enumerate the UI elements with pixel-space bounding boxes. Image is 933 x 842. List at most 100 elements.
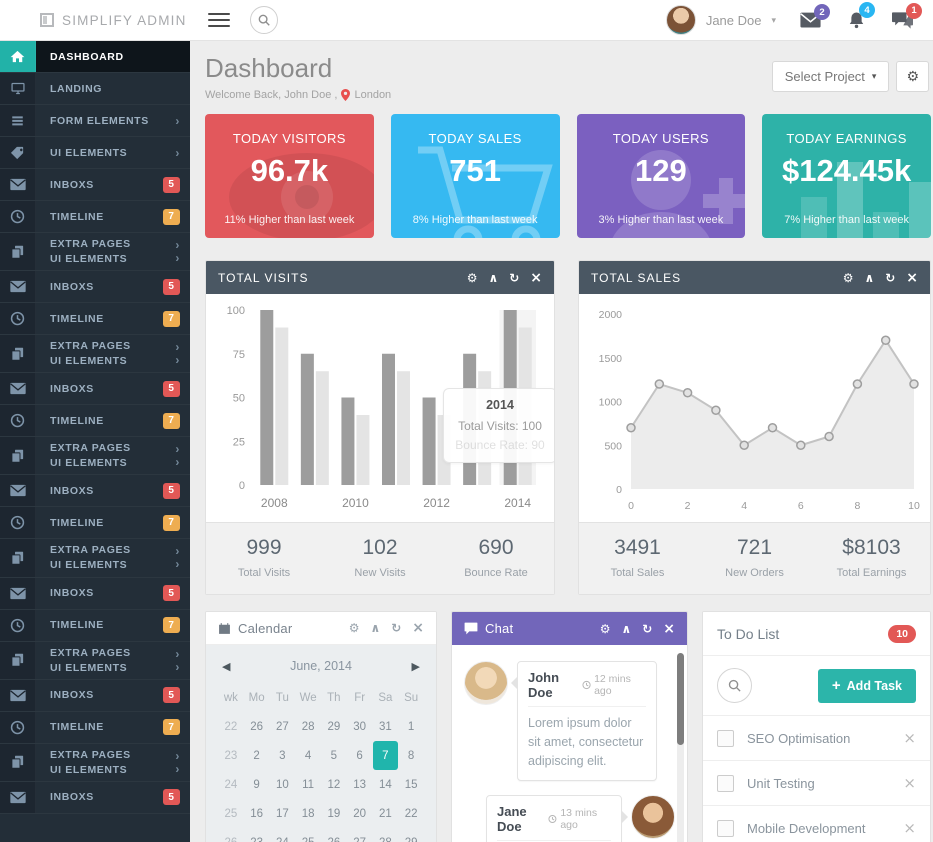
sidebar-item-timeline[interactable]: TIMELINE 7 (0, 303, 190, 336)
sidebar-item-label2: UI ELEMENTS (50, 457, 128, 470)
todo-checkbox[interactable] (717, 729, 734, 747)
sidebar-item-dashboard[interactable]: DASHBOARD (0, 41, 190, 73)
calendar-day[interactable]: 10 (275, 778, 289, 791)
sidebar-item-inboxs[interactable]: INBOXS 5 (0, 781, 190, 814)
svg-text:10: 10 (908, 500, 920, 512)
calendar-day[interactable]: 1 (407, 720, 415, 733)
sidebar-item-form-elements[interactable]: FORM ELEMENTS › (0, 105, 190, 137)
settings-button[interactable]: ⚙ (896, 61, 929, 92)
sidebar-item-extra-pages[interactable]: EXTRA PAGES UI ELEMENTS › › (0, 743, 190, 782)
calendar-day[interactable]: 22 (404, 807, 418, 820)
calendar-day[interactable]: 24 (270, 828, 296, 842)
pages-icon (0, 233, 36, 271)
sidebar-item-inboxs[interactable]: INBOXS 5 (0, 169, 190, 201)
sidebar-item-extra-pages[interactable]: EXTRA PAGES UI ELEMENTS › › (0, 539, 190, 578)
remove-task-icon[interactable]: × (903, 729, 916, 747)
calendar-day[interactable]: 31 (378, 720, 392, 733)
calendar-day[interactable]: 8 (407, 749, 415, 762)
calendar-day[interactable]: 19 (327, 807, 341, 820)
sidebar-item-inboxs[interactable]: INBOXS 5 (0, 475, 190, 508)
sidebar-item-inboxs[interactable]: INBOXS 5 (0, 577, 190, 610)
sidebar-item-inboxs[interactable]: INBOXS 5 (0, 373, 190, 406)
calendar-day[interactable]: 3 (279, 749, 286, 762)
calendar-day[interactable]: 9 (253, 778, 260, 791)
calendar-day[interactable]: 23 (244, 828, 270, 842)
collapse-icon[interactable]: ∧ (488, 270, 499, 285)
close-icon[interactable]: × (412, 620, 424, 636)
envelope-notification-button[interactable]: 2 (800, 4, 830, 28)
close-icon[interactable]: × (663, 620, 675, 637)
calendar-day-selected[interactable]: 7 (372, 741, 399, 770)
sidebar-item-extra-pages[interactable]: EXTRA PAGES UI ELEMENTS › › (0, 233, 190, 272)
prev-month-button[interactable]: ◀ (222, 659, 231, 673)
sidebar-item-timeline[interactable]: TIMELINE 7 (0, 711, 190, 744)
collapse-icon[interactable]: ∧ (621, 621, 632, 636)
refresh-icon[interactable]: ↻ (391, 621, 402, 635)
sidebar-item-inboxs[interactable]: INBOXS 5 (0, 271, 190, 304)
user-menu[interactable]: Jane Doe ▾ (665, 5, 776, 35)
sidebar-item-extra-pages[interactable]: EXTRA PAGES UI ELEMENTS › › (0, 437, 190, 476)
svg-text:1500: 1500 (599, 353, 623, 365)
calendar-day[interactable]: 12 (327, 778, 341, 791)
sidebar-item-extra-pages[interactable]: EXTRA PAGES UI ELEMENTS › › (0, 641, 190, 680)
calendar-day[interactable]: 26 (250, 720, 264, 733)
calendar-day[interactable]: 18 (301, 807, 315, 820)
calendar-day[interactable]: 13 (353, 778, 367, 791)
calendar-day[interactable]: 17 (275, 807, 289, 820)
card-note: 3% Higher than last week (598, 214, 724, 226)
calendar-day[interactable]: 6 (356, 749, 363, 762)
sidebar-item-inboxs[interactable]: INBOXS 5 (0, 679, 190, 712)
todo-checkbox[interactable] (717, 774, 734, 792)
bell-notification-button[interactable]: 4 (847, 2, 875, 30)
add-task-button[interactable]: + Add Task (817, 668, 916, 703)
remove-task-icon[interactable]: × (903, 774, 916, 792)
sidebar-item-timeline[interactable]: TIMELINE 7 (0, 405, 190, 438)
brand[interactable]: SIMPLIFY ADMIN (0, 13, 190, 28)
select-project-button[interactable]: Select Project ▾ (771, 61, 890, 92)
gear-icon[interactable]: ⚙ (466, 270, 478, 285)
calendar-day[interactable]: 11 (302, 778, 315, 791)
refresh-icon[interactable]: ↻ (642, 621, 653, 636)
calendar-day[interactable]: 5 (330, 749, 338, 762)
search-button[interactable] (250, 6, 278, 34)
chat-bubbles-notification-button[interactable]: 1 (892, 2, 922, 30)
calendar-day[interactable]: 26 (321, 828, 347, 842)
gear-icon[interactable]: ⚙ (842, 270, 854, 285)
gear-icon[interactable]: ⚙ (348, 621, 360, 635)
collapse-icon[interactable]: ∧ (864, 270, 875, 285)
close-icon[interactable]: × (906, 269, 918, 286)
calendar-day[interactable]: 16 (250, 807, 264, 820)
calendar-day[interactable]: 29 (327, 720, 341, 733)
sidebar-item-extra-pages[interactable]: EXTRA PAGES UI ELEMENTS › › (0, 335, 190, 374)
calendar-day[interactable]: 27 (275, 720, 289, 733)
gear-icon[interactable]: ⚙ (599, 621, 611, 636)
calendar-day[interactable]: 21 (378, 807, 392, 820)
refresh-icon[interactable]: ↻ (885, 270, 896, 285)
remove-task-icon[interactable]: × (903, 819, 916, 837)
menu-toggle-icon[interactable] (208, 9, 230, 31)
calendar-day[interactable]: 27 (347, 828, 373, 842)
calendar-day[interactable]: 25 (295, 828, 321, 842)
calendar-day[interactable]: 2 (253, 749, 260, 762)
sidebar-item-ui-elements[interactable]: UI ELEMENTS › (0, 137, 190, 169)
sidebar-item-timeline[interactable]: TIMELINE 7 (0, 609, 190, 642)
sidebar-item-timeline[interactable]: TIMELINE 7 (0, 201, 190, 233)
todo-checkbox[interactable] (717, 819, 734, 837)
chevron-right-icons: › › (175, 544, 180, 572)
chat-scrollbar[interactable] (677, 653, 684, 842)
next-month-button[interactable]: ▶ (411, 659, 420, 673)
calendar-day[interactable]: 30 (353, 720, 367, 733)
calendar-day[interactable]: 28 (301, 720, 315, 733)
refresh-icon[interactable]: ↻ (509, 270, 520, 285)
todo-search-button[interactable] (717, 668, 752, 703)
close-icon[interactable]: × (530, 269, 542, 286)
calendar-day[interactable]: 14 (378, 778, 392, 791)
sidebar-item-landing[interactable]: LANDING (0, 73, 190, 105)
calendar-day[interactable]: 20 (353, 807, 367, 820)
calendar-day[interactable]: 15 (404, 778, 418, 791)
calendar-day[interactable]: 4 (304, 749, 312, 762)
collapse-icon[interactable]: ∧ (370, 621, 381, 635)
calendar-day[interactable]: 28 (373, 828, 399, 842)
calendar-day[interactable]: 29 (398, 828, 424, 842)
sidebar-item-timeline[interactable]: TIMELINE 7 (0, 507, 190, 540)
